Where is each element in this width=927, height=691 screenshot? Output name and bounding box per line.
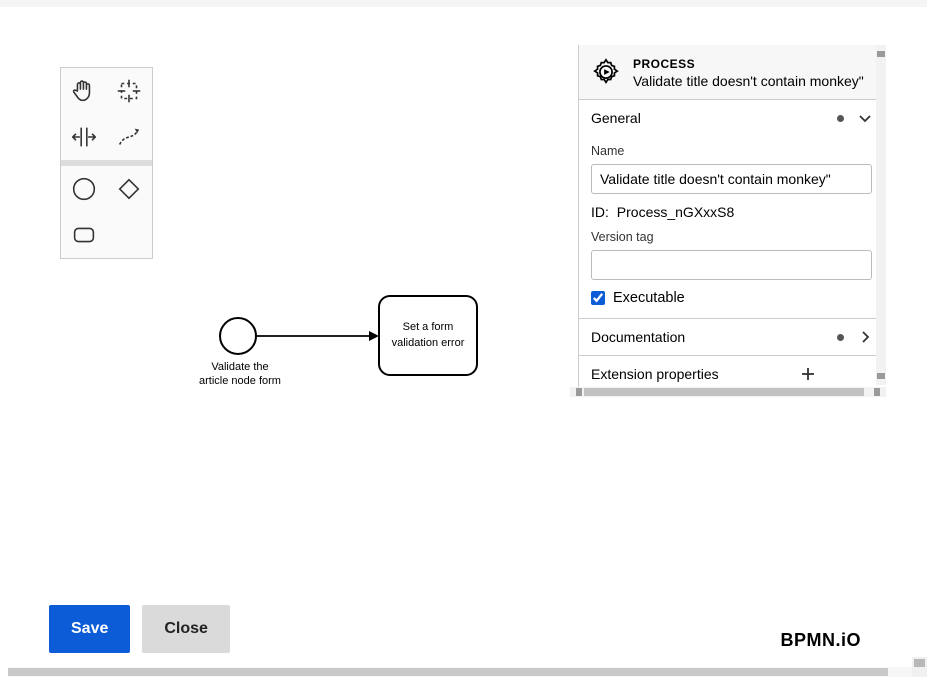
version-input[interactable]	[591, 250, 872, 280]
bpmn-io-logo[interactable]: BPMN.iO	[780, 630, 861, 651]
modified-indicator-icon	[837, 334, 844, 341]
bpmn-canvas[interactable]: Validate the article node form Set a for…	[0, 7, 927, 677]
group-title: General	[591, 110, 837, 126]
executable-checkbox-row[interactable]: Executable	[591, 290, 872, 306]
page-scrollbar-horizontal[interactable]	[8, 667, 920, 677]
executable-checkbox[interactable]	[591, 291, 605, 305]
top-bar	[0, 0, 927, 7]
id-label: ID:	[591, 204, 609, 220]
start-event-tool[interactable]	[61, 166, 107, 212]
task-shape[interactable]: Set a form validation error	[378, 295, 478, 376]
process-icon	[591, 57, 621, 87]
version-label: Version tag	[591, 230, 872, 244]
hand-tool[interactable]	[61, 68, 107, 114]
diamond-icon	[114, 174, 144, 204]
id-value[interactable]: Process_nGXxxS8	[617, 204, 735, 220]
plus-icon[interactable]	[800, 366, 816, 382]
id-row: ID: Process_nGXxxS8	[591, 204, 872, 220]
name-input[interactable]	[591, 164, 872, 194]
task-label: Set a form validation error	[392, 320, 465, 351]
panel-scrollbar-vertical[interactable]	[876, 45, 886, 385]
task-tool[interactable]	[61, 212, 107, 258]
connect-icon	[114, 122, 144, 152]
group-general-body: Name ID: Process_nGXxxS8 Version tag Exe…	[579, 136, 884, 318]
panel-header: PROCESS Validate title doesn't contain m…	[579, 45, 884, 100]
panel-type-label: PROCESS	[633, 57, 864, 71]
scroll-arrow-up-icon[interactable]	[877, 51, 885, 57]
name-label: Name	[591, 144, 872, 158]
gateway-tool[interactable]	[107, 166, 153, 212]
start-event-label[interactable]: Validate the article node form	[170, 361, 310, 389]
group-title: Documentation	[591, 329, 837, 345]
scroll-thumb[interactable]	[914, 659, 925, 667]
lasso-icon	[114, 76, 144, 106]
group-title: Extension properties	[591, 366, 800, 382]
group-documentation: Documentation	[579, 319, 884, 356]
hand-icon	[69, 76, 99, 106]
lasso-tool[interactable]	[107, 68, 153, 114]
chevron-right-icon	[858, 330, 872, 344]
chevron-down-icon	[858, 111, 872, 125]
sequence-flow[interactable]	[257, 329, 379, 343]
modified-indicator-icon	[837, 115, 844, 122]
start-event-shape[interactable]	[219, 317, 257, 355]
panel-element-name: Validate title doesn't contain monkey"	[633, 73, 864, 89]
empty-cell	[107, 212, 153, 258]
connect-tool[interactable]	[107, 114, 153, 160]
scroll-thumb[interactable]	[584, 388, 864, 396]
scroll-arrow-left-icon[interactable]	[576, 388, 582, 396]
group-documentation-header[interactable]: Documentation	[579, 319, 884, 355]
panel-scrollbar-horizontal[interactable]	[570, 387, 886, 397]
rounded-rect-icon	[69, 220, 99, 250]
scroll-thumb[interactable]	[8, 668, 888, 676]
page-scrollbar-corner[interactable]	[912, 657, 927, 677]
tool-palette	[60, 67, 153, 259]
action-buttons: Save Close	[49, 605, 230, 653]
properties-panel: PROCESS Validate title doesn't contain m…	[578, 45, 884, 392]
space-tool[interactable]	[61, 114, 107, 160]
close-button[interactable]: Close	[142, 605, 230, 653]
scroll-arrow-down-icon[interactable]	[877, 373, 885, 379]
space-icon	[69, 122, 99, 152]
save-button[interactable]: Save	[49, 605, 130, 653]
group-general-header[interactable]: General	[579, 100, 884, 136]
scroll-arrow-right-icon[interactable]	[874, 388, 880, 396]
group-general: General Name ID: Process_nGXxxS8 Version…	[579, 100, 884, 319]
executable-label: Executable	[613, 290, 685, 306]
circle-icon	[69, 174, 99, 204]
